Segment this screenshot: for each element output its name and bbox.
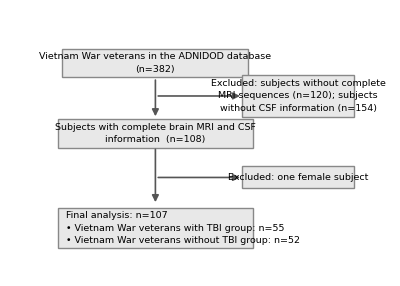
Text: Vietnam War veterans in the ADNIDOD database
(n=382): Vietnam War veterans in the ADNIDOD data… — [39, 52, 272, 74]
FancyBboxPatch shape — [58, 208, 253, 249]
Text: Excluded: one female subject: Excluded: one female subject — [228, 173, 368, 182]
FancyBboxPatch shape — [242, 75, 354, 117]
FancyBboxPatch shape — [242, 166, 354, 188]
Text: Excluded: subjects without complete
MRI sequences (n=120); subjects
without CSF : Excluded: subjects without complete MRI … — [210, 79, 386, 113]
Text: Subjects with complete brain MRI and CSF
information  (n=108): Subjects with complete brain MRI and CSF… — [55, 123, 256, 144]
Text: Final analysis: n=107
• Vietnam War veterans with TBI group: n=55
• Vietnam War : Final analysis: n=107 • Vietnam War vete… — [66, 211, 300, 245]
FancyBboxPatch shape — [62, 49, 248, 77]
FancyBboxPatch shape — [58, 119, 253, 148]
